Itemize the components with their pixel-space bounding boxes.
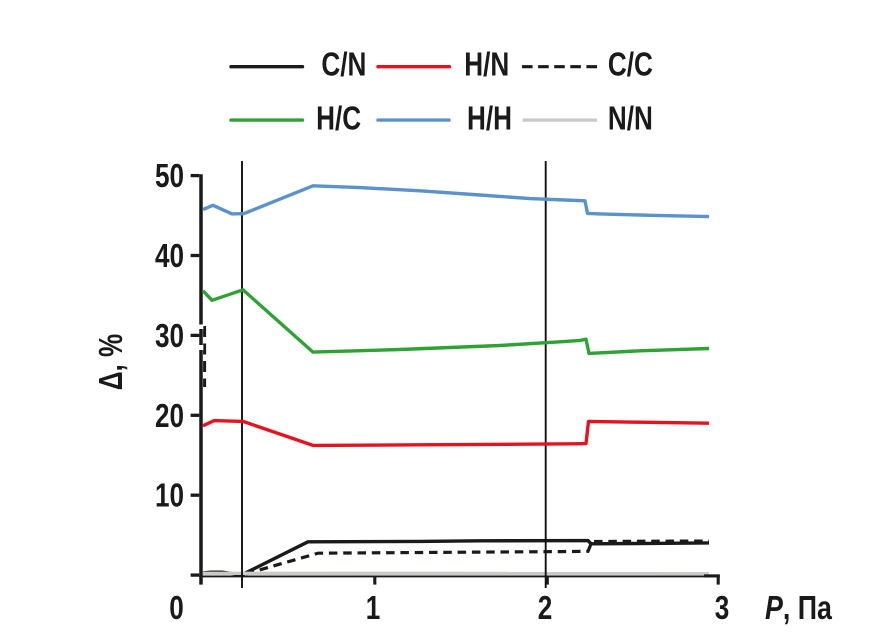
svg-text:N/N: N/N	[608, 101, 653, 138]
svg-text:0: 0	[169, 590, 184, 627]
svg-text:H/N: H/N	[464, 47, 509, 84]
svg-text:50: 50	[155, 158, 184, 195]
svg-text:2: 2	[538, 590, 553, 627]
svg-text:Δ, %: Δ, %	[93, 334, 130, 391]
svg-text:20: 20	[155, 398, 184, 435]
svg-text:H/C: H/C	[316, 101, 361, 138]
svg-text:10: 10	[155, 478, 184, 515]
svg-text:C/N: C/N	[321, 47, 366, 84]
svg-text:P, Па: P, Па	[765, 590, 833, 626]
svg-text:30: 30	[155, 318, 184, 355]
svg-text:H/H: H/H	[467, 101, 512, 138]
svg-text:40: 40	[155, 238, 184, 275]
svg-text:C/C: C/C	[608, 47, 653, 84]
svg-text:3: 3	[715, 590, 730, 627]
svg-text:1: 1	[366, 590, 381, 627]
